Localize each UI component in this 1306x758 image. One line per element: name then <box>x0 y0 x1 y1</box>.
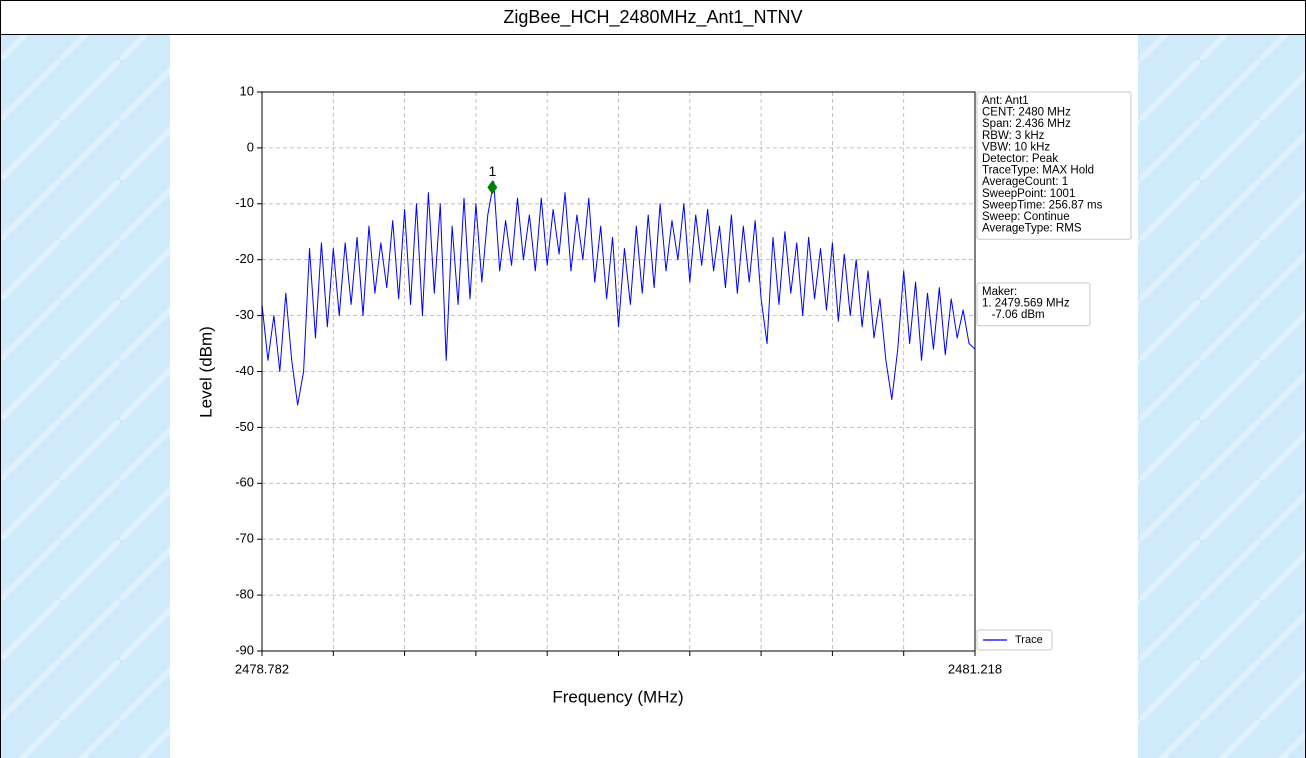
maker-box-line: Maker: <box>982 286 1017 298</box>
info-box-line: RBW: 3 kHz <box>982 130 1045 142</box>
info-box-line: Sweep: Continue <box>982 211 1070 223</box>
info-box-line: SweepPoint: 1001 <box>982 188 1075 200</box>
x-tick-label: 2481.218 <box>948 661 1002 676</box>
plot: -90 -80 -70 -60 -50 -40 -30 -20 -10 0 10 2478.782 24… <box>235 83 1132 676</box>
info-box-line: TraceType: MAX Hold <box>982 165 1094 177</box>
y-tick-label: 0 <box>247 139 254 154</box>
title: ZigBee_HCH_2480MHz_Ant1_NTNV <box>503 7 802 28</box>
legend-label: Trace <box>1015 634 1043 646</box>
info-box <box>976 91 1132 240</box>
y-tick-label: -90 <box>235 642 254 657</box>
x-axis-label: Frequency (MHz) <box>552 687 683 706</box>
title-bar <box>0 0 1306 35</box>
marker-label: 1 <box>488 163 496 179</box>
x-tick-label: 2478.782 <box>235 661 289 676</box>
maker-box-line: 1. 2479.569 MHz <box>982 298 1070 310</box>
y-tick-label: -60 <box>235 475 254 490</box>
y-axis-label: Level (dBm) <box>196 326 215 418</box>
info-box-line: AverageType: RMS <box>982 223 1082 235</box>
info-box-line: Detector: Peak <box>982 153 1058 165</box>
peak-marker <box>487 180 498 195</box>
y-tick-label: 10 <box>240 83 254 98</box>
info-box-line: Ant: Ant1 <box>982 95 1029 107</box>
plot-frame <box>261 91 976 652</box>
y-tick-label: -20 <box>235 251 254 266</box>
y-tick-label: -80 <box>235 587 254 602</box>
trace-line <box>261 180 976 406</box>
info-box-line: AverageCount: 1 <box>982 176 1068 188</box>
y-tick-label: -70 <box>235 531 254 546</box>
info-box-line: Span: 2.436 MHz <box>982 118 1071 130</box>
y-tick-label: -40 <box>235 363 254 378</box>
info-box-line: CENT: 2480 MHz <box>982 107 1071 119</box>
y-tick-label: -10 <box>235 195 254 210</box>
legend <box>976 629 1053 651</box>
maker-box <box>976 282 1091 327</box>
y-tick-label: -50 <box>235 419 254 434</box>
y-tick-label: -30 <box>235 307 254 322</box>
maker-box-line: -7.06 dBm <box>982 309 1045 321</box>
info-box-line: VBW: 10 kHz <box>982 141 1050 153</box>
info-box-line: SweepTime: 256.87 ms <box>982 199 1103 211</box>
